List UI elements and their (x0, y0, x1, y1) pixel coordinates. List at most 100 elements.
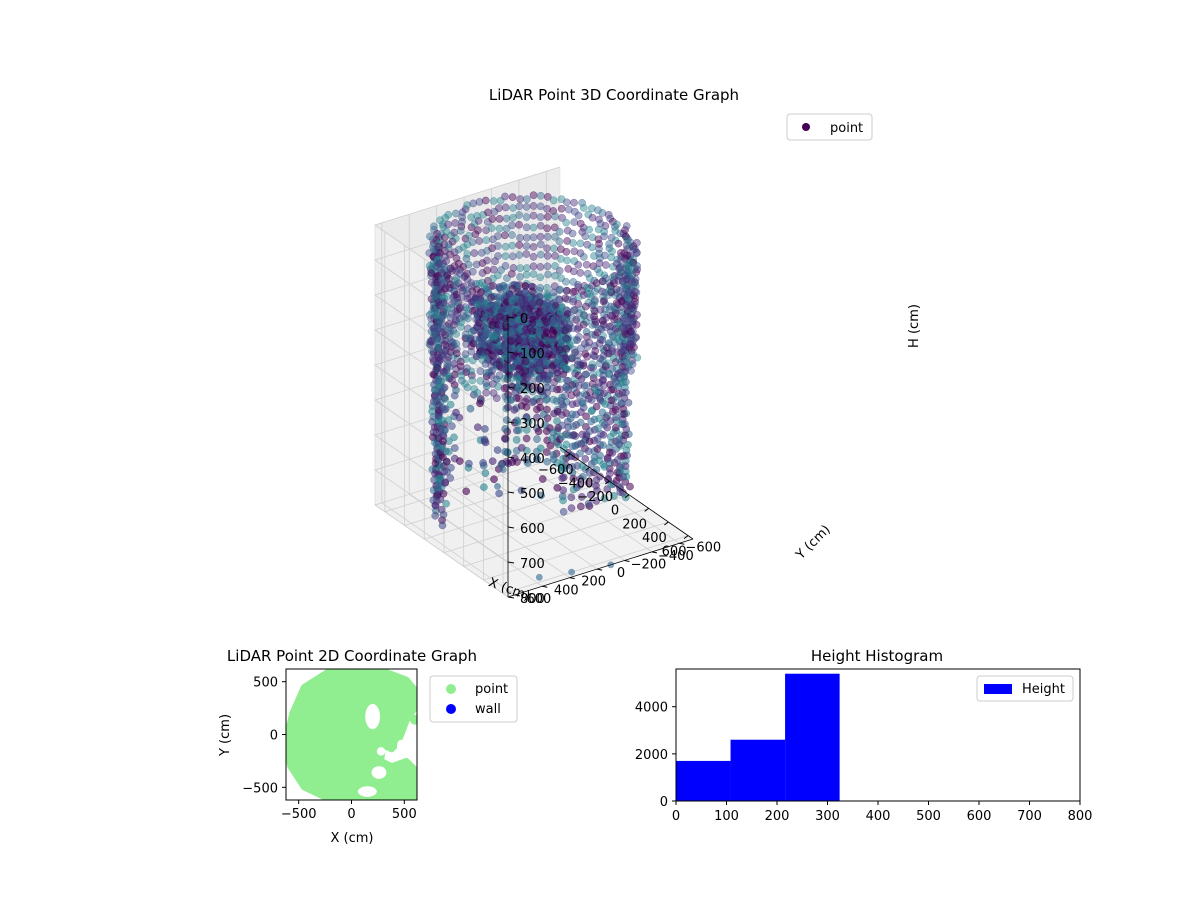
point-marker (454, 354, 462, 363)
z-tick-label: 500 (520, 487, 545, 502)
point-marker (495, 342, 503, 351)
point-marker (476, 377, 485, 385)
point-marker (492, 394, 501, 403)
point-marker (585, 225, 593, 234)
point-marker (555, 325, 564, 334)
outlier-marker (568, 568, 575, 576)
point-marker (623, 251, 631, 260)
point-marker (536, 232, 545, 241)
point-marker (489, 321, 497, 329)
point-marker (449, 281, 458, 290)
point-marker (489, 197, 498, 205)
point-marker (438, 416, 447, 425)
point-marker (599, 431, 608, 439)
point-marker (481, 350, 490, 359)
point-marker (528, 337, 537, 345)
point-marker (512, 436, 521, 444)
point-marker (535, 286, 544, 295)
point-marker (521, 397, 530, 406)
point-marker (528, 398, 537, 407)
point-marker (501, 262, 510, 270)
point-marker (493, 232, 502, 240)
point-marker (601, 274, 610, 283)
point-marker (438, 292, 447, 301)
point-marker (624, 288, 633, 296)
point-marker (476, 328, 485, 336)
point-marker (462, 355, 470, 363)
chart-3d-legend: point (786, 113, 873, 141)
point-marker (559, 454, 568, 463)
point-marker (446, 313, 455, 322)
point-marker (434, 298, 443, 307)
point-marker (495, 313, 504, 321)
point-marker (607, 438, 616, 447)
point-marker (558, 421, 566, 430)
point-marker (457, 283, 466, 292)
gridline-x-floor (483, 521, 669, 581)
point-marker (513, 418, 522, 426)
chart-2d-ylabel: Y (cm) (218, 714, 233, 757)
gridline-y-floor (491, 468, 625, 561)
y-tick-label: −500 (242, 781, 278, 796)
point-marker (441, 395, 450, 403)
chart-2d-plot (286, 669, 417, 800)
point-marker (464, 260, 473, 269)
point-marker (479, 210, 488, 219)
point-marker (444, 220, 452, 229)
point-marker (521, 337, 530, 345)
legend-label-point: point (475, 682, 508, 697)
point-marker (542, 318, 551, 327)
point-marker (433, 334, 442, 342)
point-marker (445, 323, 453, 332)
point-marker (618, 388, 627, 397)
point-marker (621, 431, 630, 440)
point-marker (510, 406, 519, 414)
point-marker (503, 274, 511, 282)
point-marker (600, 232, 608, 241)
point-marker (620, 452, 628, 460)
point-marker (479, 459, 487, 467)
point-marker (483, 266, 491, 275)
point-marker (592, 476, 601, 484)
point-marker (470, 249, 479, 257)
point-marker (626, 259, 635, 267)
point-marker (450, 433, 458, 442)
point-marker (467, 347, 476, 356)
point-marker (555, 354, 564, 363)
point-marker (494, 252, 502, 260)
point-marker (443, 304, 452, 313)
point-marker (457, 371, 466, 380)
point-marker (482, 368, 491, 377)
point-marker (516, 195, 525, 203)
point-marker (515, 251, 524, 259)
point-marker (409, 714, 417, 725)
point-marker (437, 327, 446, 336)
point-marker (579, 204, 588, 212)
point-marker (450, 228, 459, 237)
point-marker (555, 266, 564, 275)
point-marker (600, 389, 608, 397)
x-tick-label: −500 (281, 807, 317, 822)
point-marker (606, 459, 614, 467)
point-marker (490, 475, 498, 484)
point-marker (486, 313, 495, 322)
point-marker (477, 347, 485, 355)
point-marker (463, 383, 472, 392)
point-marker (501, 314, 510, 323)
point-marker (470, 390, 478, 399)
point-marker (594, 424, 602, 433)
point-marker (586, 427, 594, 435)
point-marker (542, 298, 551, 307)
point-marker (528, 327, 537, 335)
point-marker (554, 314, 563, 323)
point-marker (450, 444, 459, 452)
point-marker (466, 294, 474, 302)
x-tick-label: 500 (916, 809, 941, 824)
point-marker (536, 250, 545, 259)
point-marker (577, 344, 585, 353)
point-marker (434, 364, 442, 373)
point-marker (507, 296, 516, 305)
point-marker (578, 462, 587, 470)
point-marker (465, 231, 473, 240)
point-marker (632, 288, 641, 297)
